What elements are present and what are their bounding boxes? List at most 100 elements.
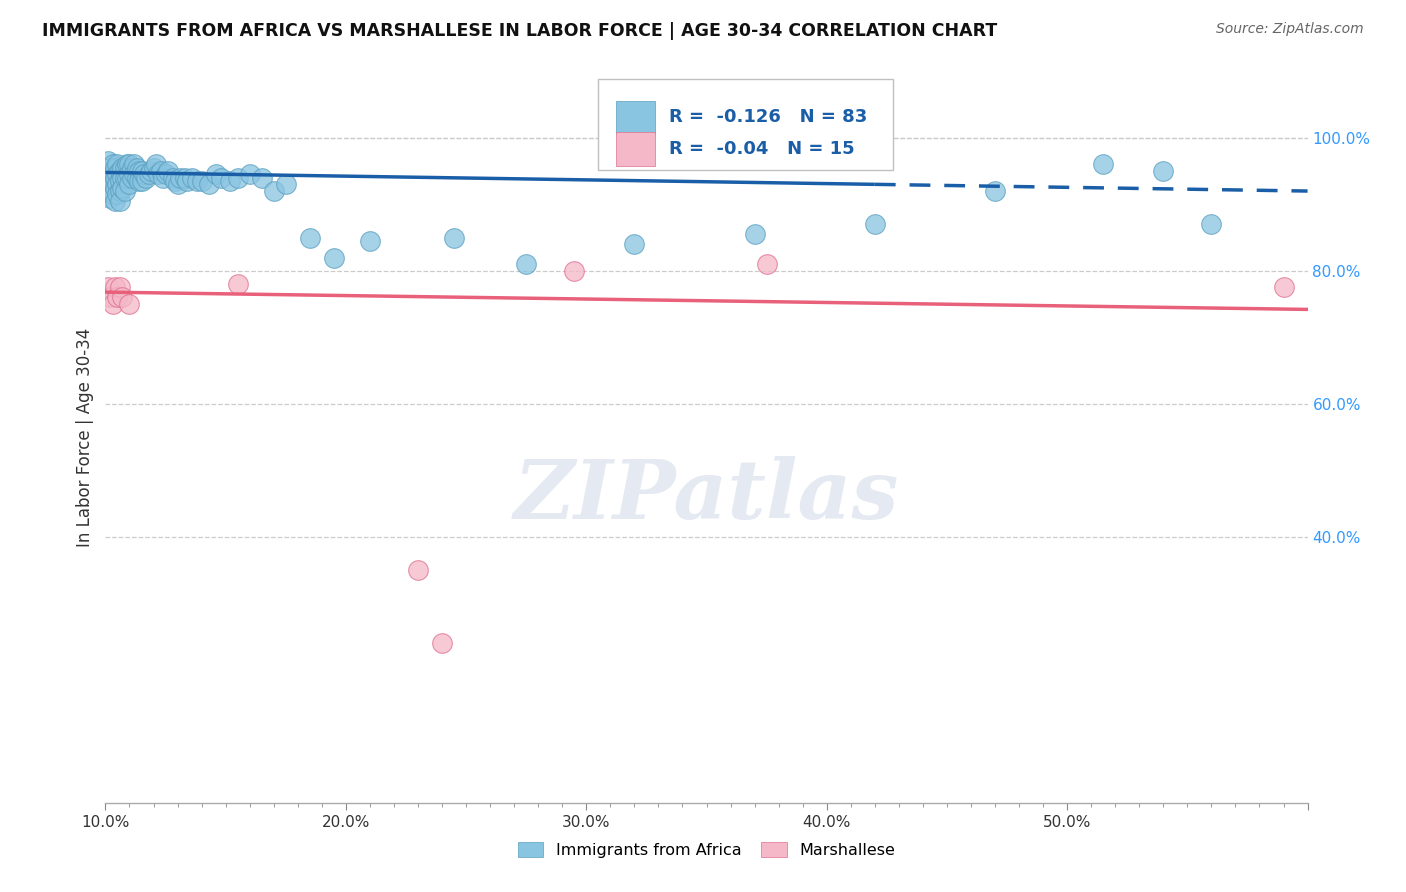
Point [118,157,141,171]
Point [125,170,148,185]
FancyBboxPatch shape [599,78,893,170]
Point [298,230,321,244]
Point [111,290,134,304]
Point [145,157,167,171]
Point [263,184,285,198]
Point [131,174,153,188]
Point [104,280,127,294]
Point [107,157,129,171]
Point [98,191,121,205]
Point [121,161,143,175]
Point [124,157,146,171]
Point [755,257,778,271]
Point [148,168,170,182]
Point [322,251,344,265]
Text: ZIPatlas: ZIPatlas [513,456,900,535]
Point [121,170,143,185]
Text: R =  -0.126   N = 83: R = -0.126 N = 83 [669,109,868,127]
Point [406,563,429,577]
Bar [616,101,655,135]
Point [107,187,129,202]
Point [104,180,127,194]
Point [443,230,465,244]
Point [623,237,645,252]
Point [149,164,172,178]
Point [219,174,242,188]
Y-axis label: In Labor Force | Age 30-34: In Labor Force | Age 30-34 [76,327,94,547]
Point [104,161,127,175]
Point [198,178,221,192]
Point [118,297,141,311]
Point [114,170,136,185]
Point [125,161,148,175]
Point [190,174,212,188]
Point [226,277,249,292]
Point [173,170,195,185]
Text: IMMIGRANTS FROM AFRICA VS MARSHALLESE IN LABOR FORCE | AGE 30-34 CORRELATION CHA: IMMIGRANTS FROM AFRICA VS MARSHALLESE IN… [42,22,997,40]
Point [124,168,146,182]
Point [142,161,165,175]
Point [108,184,131,198]
Point [744,227,766,242]
Point [166,178,188,192]
Point [156,164,179,178]
Point [111,170,134,185]
Point [139,164,162,178]
Point [108,194,131,208]
Point [169,170,191,185]
Point [209,170,232,185]
Point [515,257,537,271]
Point [115,157,138,171]
Point [128,164,150,178]
Point [863,217,886,231]
Point [111,180,134,194]
Point [131,164,153,178]
Point [118,178,141,192]
Point [98,174,121,188]
Point [250,170,273,185]
Text: R =  -0.04   N = 15: R = -0.04 N = 15 [669,140,855,158]
Point [98,161,121,175]
Point [114,184,136,198]
Legend: Immigrants from Africa, Marshallese: Immigrants from Africa, Marshallese [512,836,901,864]
Point [226,170,249,185]
Text: Source: ZipAtlas.com: Source: ZipAtlas.com [1216,22,1364,37]
Point [176,174,198,188]
Point [101,178,124,192]
Point [101,168,124,182]
Point [1201,217,1223,231]
Point [162,170,184,185]
Point [181,170,204,185]
Point [118,168,141,182]
Point [108,164,131,178]
Point [104,170,127,185]
Point [1092,157,1115,171]
Point [97,280,120,294]
Point [128,174,150,188]
Point [135,170,157,185]
Point [430,636,453,650]
Point [562,264,585,278]
Bar [616,132,655,166]
Point [97,170,120,185]
Point [104,194,127,208]
Point [97,154,120,169]
Point [111,161,134,175]
Point [1152,164,1174,178]
Point [107,290,129,304]
Point [205,168,228,182]
Point [107,168,129,182]
Point [155,168,177,182]
Point [101,157,124,171]
Point [108,174,131,188]
Point [101,187,124,202]
Point [132,168,155,182]
Point [165,174,187,188]
Point [108,280,131,294]
Point [239,168,262,182]
Point [186,174,208,188]
Point [115,170,138,185]
Point [98,290,121,304]
Point [1272,280,1295,294]
Point [138,168,160,182]
